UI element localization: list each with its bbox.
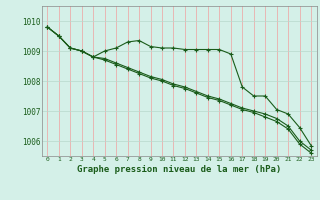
X-axis label: Graphe pression niveau de la mer (hPa): Graphe pression niveau de la mer (hPa) (77, 165, 281, 174)
